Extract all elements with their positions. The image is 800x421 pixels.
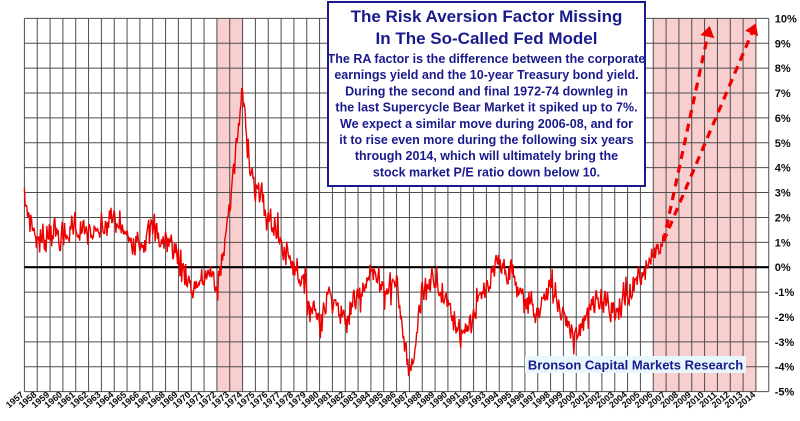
svg-text:9%: 9% [775, 38, 791, 50]
svg-text:10%: 10% [775, 13, 797, 25]
svg-text:stock market P/E ratio down be: stock market P/E ratio down below 10. [373, 165, 600, 179]
svg-text:5%: 5% [775, 138, 791, 150]
svg-text:1%: 1% [775, 237, 791, 249]
svg-text:-1%: -1% [775, 287, 795, 299]
svg-text:2%: 2% [775, 212, 791, 224]
svg-text:7%: 7% [775, 88, 791, 100]
svg-text:-2%: -2% [775, 312, 795, 324]
svg-text:-3%: -3% [775, 337, 795, 349]
svg-text:Bronson Capital Markets Resear: Bronson Capital Markets Research [528, 358, 743, 373]
svg-text:During the second and final 19: During the second and final 1972-74 down… [345, 84, 628, 98]
svg-text:through 2014, which will ultim: through 2014, which will ultimately brin… [355, 149, 618, 163]
svg-text:The Risk Aversion Factor Missi: The Risk Aversion Factor Missing [351, 7, 623, 26]
svg-text:it to rise even more during th: it to rise even more during the followin… [339, 133, 634, 147]
svg-text:3%: 3% [775, 188, 791, 200]
svg-text:In The So-Called Fed Model: In The So-Called Fed Model [376, 29, 598, 48]
svg-text:We expect a similar move durin: We expect a similar move during 2006-08,… [340, 117, 633, 131]
svg-text:0%: 0% [775, 262, 791, 274]
svg-text:-4%: -4% [775, 362, 795, 374]
svg-text:The RA factor is the differenc: The RA factor is the difference between … [328, 52, 646, 66]
svg-text:earnings yield and the 10-year: earnings yield and the 10-year Treasury … [334, 68, 638, 82]
svg-text:8%: 8% [775, 63, 791, 75]
svg-text:4%: 4% [775, 163, 791, 175]
svg-text:6%: 6% [775, 113, 791, 125]
svg-text:the last Supercycle Bear Marke: the last Supercycle Bear Market it spike… [335, 101, 637, 115]
svg-text:-5%: -5% [775, 387, 795, 399]
